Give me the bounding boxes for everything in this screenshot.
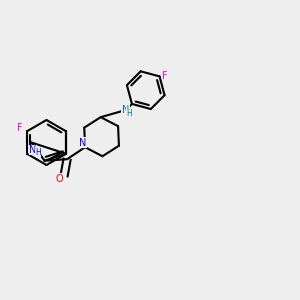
Text: H: H: [35, 148, 41, 157]
Text: H: H: [127, 109, 132, 118]
Text: O: O: [56, 174, 63, 184]
Text: N: N: [122, 105, 129, 115]
Text: N: N: [79, 138, 86, 148]
Text: F: F: [162, 71, 168, 81]
Text: N: N: [29, 145, 37, 155]
Text: F: F: [17, 123, 22, 133]
